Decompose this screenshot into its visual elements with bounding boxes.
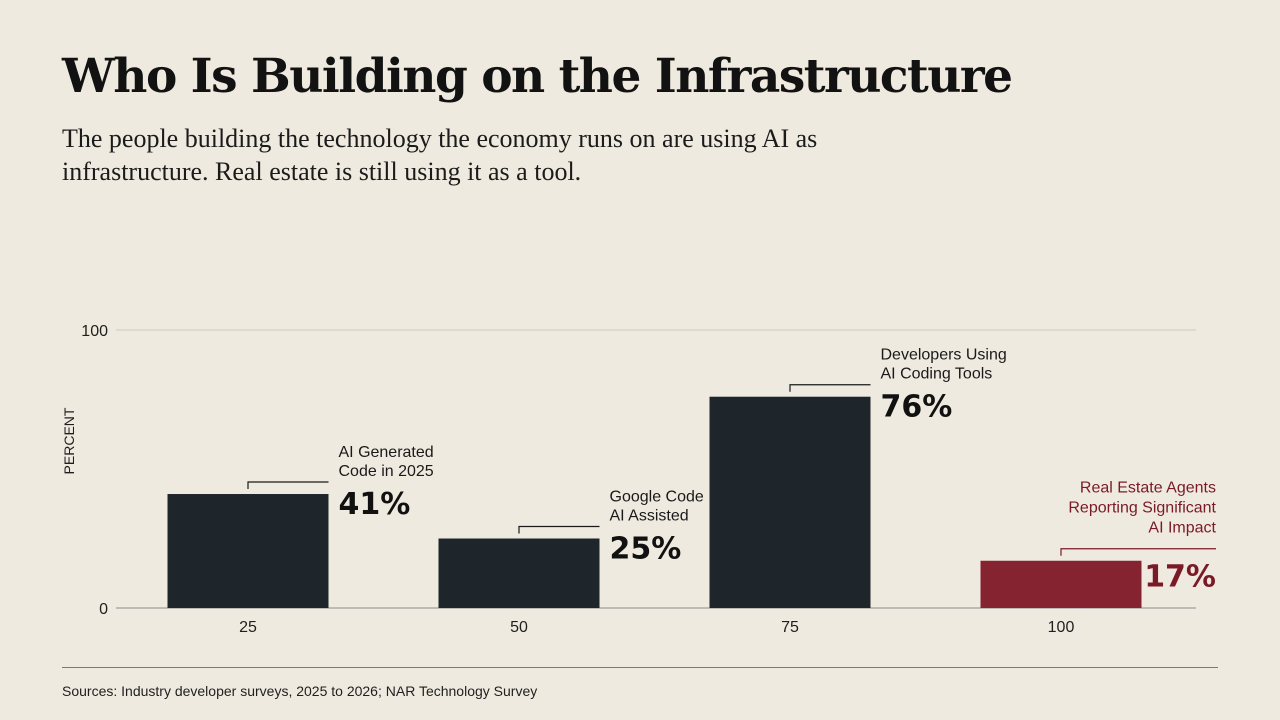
- bar-category-label: Real Estate Agents: [1080, 480, 1216, 497]
- annotations: 25 AI Generated Code in 2025 41% 50 Google Co…: [239, 347, 1216, 636]
- bar: [167, 494, 329, 608]
- bar-value-label: 76%: [881, 390, 953, 425]
- bar-value-label: 17%: [1144, 560, 1216, 595]
- chart-subtitle: The people building the technology the e…: [62, 124, 818, 186]
- label-leader: [789, 384, 871, 392]
- y-axis-label: PERCENT: [61, 407, 77, 474]
- y-tick-label: 0: [99, 601, 108, 618]
- sources-note: Sources: Industry developer surveys, 202…: [62, 683, 538, 699]
- x-tick-label: 75: [781, 619, 799, 636]
- bar: [980, 560, 1142, 608]
- x-tick-label: 50: [510, 619, 528, 636]
- y-tick-label: 100: [81, 323, 108, 340]
- label-leader: [1060, 548, 1216, 556]
- bar-value-label: 25%: [610, 532, 682, 567]
- footer-divider: [62, 667, 1218, 668]
- bar-category-label: AI Coding Tools: [881, 366, 993, 383]
- bars: [167, 396, 1142, 608]
- bar-category-label: Code in 2025: [339, 463, 434, 480]
- bar-value-label: 41%: [339, 487, 411, 522]
- bar: [438, 538, 600, 608]
- x-tick-label: 25: [239, 619, 257, 636]
- chart-title: Who Is Building on the Infrastructure: [62, 49, 1013, 104]
- bar-category-label: AI Assisted: [610, 508, 689, 525]
- bar-category-label: Google Code: [610, 489, 704, 506]
- label-leader: [518, 525, 600, 534]
- bar: [709, 396, 871, 608]
- bar-category-label: AI Impact: [1148, 520, 1216, 537]
- bar-category-label: Developers Using: [881, 347, 1007, 364]
- bar-category-label: Reporting Significant: [1068, 500, 1216, 517]
- bar-category-label: AI Generated: [339, 444, 434, 461]
- x-tick-label: 100: [1048, 619, 1075, 636]
- label-leader: [247, 481, 329, 490]
